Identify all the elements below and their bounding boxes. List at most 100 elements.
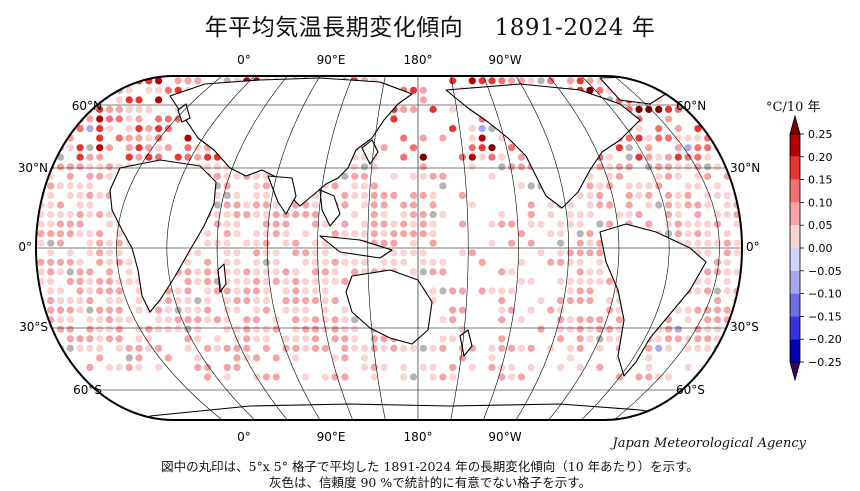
trend-dot: [351, 211, 359, 219]
trend-dot: [586, 211, 594, 219]
trend-dot: [704, 239, 712, 247]
trend-dot: [723, 211, 731, 219]
trend-dot: [86, 268, 94, 276]
colorbar-tick-label: 0.05: [808, 219, 833, 232]
trend-dot: [213, 325, 221, 333]
trend-dot: [400, 172, 408, 180]
trend-dot: [115, 258, 123, 266]
trend-dot: [223, 297, 231, 305]
trend-dot: [370, 344, 378, 352]
trend-dot: [105, 77, 114, 85]
trend-dot: [213, 335, 221, 343]
trend-dot: [282, 306, 290, 314]
trend-dot: [76, 153, 84, 161]
trend-dot: [164, 115, 172, 123]
colorbar-segment: [790, 225, 800, 248]
trend-dot: [360, 335, 369, 343]
trend-dot: [47, 153, 55, 161]
trend-dot: [272, 277, 280, 285]
trend-dot: [56, 96, 65, 104]
trend-dot: [47, 230, 55, 238]
trend-dot: [664, 211, 673, 219]
trend-dot: [723, 344, 731, 352]
trend-dot: [449, 77, 457, 85]
trend-dot: [694, 344, 702, 352]
trend-dot: [586, 239, 594, 247]
trend-dot: [302, 335, 310, 343]
trend-dot: [684, 144, 692, 152]
trend-dot: [311, 249, 320, 257]
trend-dot: [331, 258, 339, 266]
trend-dot: [409, 163, 418, 171]
trend-dot: [135, 363, 143, 371]
trend-dot: [321, 268, 329, 276]
trend-dot: [645, 201, 653, 209]
trend-dot: [311, 277, 320, 285]
trend-dot: [615, 172, 624, 180]
trend-dot: [723, 86, 731, 94]
trend-dot: [311, 344, 320, 352]
colorbar: 0.25 0.20 0.15 0.10 0.05 0.00 −0.05 −0.10 −0.15 −…: [789, 114, 842, 382]
trend-dot: [292, 211, 300, 219]
trend-dot: [664, 335, 673, 343]
trend-dot: [370, 220, 378, 228]
trend-dot: [174, 287, 182, 295]
trend-dot: [223, 373, 231, 381]
colorbar-segment: [790, 248, 800, 271]
trend-dot: [56, 297, 65, 305]
trend-dot: [282, 220, 290, 228]
lat-label-right-30n: 30°N: [730, 161, 760, 175]
trend-dot: [458, 306, 467, 314]
trend-dot: [694, 125, 702, 133]
trend-dot: [419, 172, 427, 180]
trend-dot: [223, 344, 231, 352]
trend-dot: [184, 144, 192, 152]
trend-dot: [527, 239, 535, 247]
trend-dot: [302, 211, 310, 219]
trend-dot: [733, 96, 741, 104]
trend-dot: [243, 344, 251, 352]
trend-dot: [253, 201, 261, 209]
trend-dot: [86, 344, 94, 352]
trend-dot: [674, 77, 682, 85]
trend-dot: [155, 144, 163, 152]
trend-dot: [566, 344, 575, 352]
trend-dot: [576, 297, 584, 305]
trend-dot: [713, 96, 722, 104]
trend-dot: [713, 306, 722, 314]
trend-dot: [282, 316, 290, 324]
trend-dot: [380, 144, 388, 152]
trend-dot: [302, 249, 310, 257]
trend-dot: [272, 268, 280, 276]
trend-dot: [478, 258, 486, 266]
trend-dot: [664, 105, 673, 113]
trend-dot: [694, 201, 702, 209]
trend-dot: [498, 220, 506, 228]
trend-dot: [115, 306, 123, 314]
trend-dot: [243, 211, 251, 219]
trend-dot: [135, 125, 143, 133]
trend-dot: [37, 373, 45, 381]
trend-dot: [429, 230, 437, 238]
trend-dot: [272, 220, 280, 228]
trend-dot: [86, 86, 94, 94]
trend-dot: [566, 287, 575, 295]
trend-dot: [733, 86, 741, 94]
trend-dot: [341, 230, 349, 238]
trend-dot: [96, 335, 104, 343]
trend-dot: [606, 297, 614, 305]
trend-dot: [37, 258, 45, 266]
trend-dot: [96, 230, 104, 238]
trend-dot: [576, 239, 584, 247]
trend-dot: [311, 325, 320, 333]
trend-dot: [517, 258, 526, 266]
trend-dot: [713, 134, 722, 142]
trend-dot: [586, 77, 594, 85]
trend-dot: [272, 325, 280, 333]
trend-dot: [96, 125, 104, 133]
trend-dot: [733, 77, 741, 85]
trend-dot: [66, 191, 74, 199]
trend-dot: [517, 316, 526, 324]
trend-dot: [262, 373, 270, 381]
trend-dot: [468, 115, 476, 123]
